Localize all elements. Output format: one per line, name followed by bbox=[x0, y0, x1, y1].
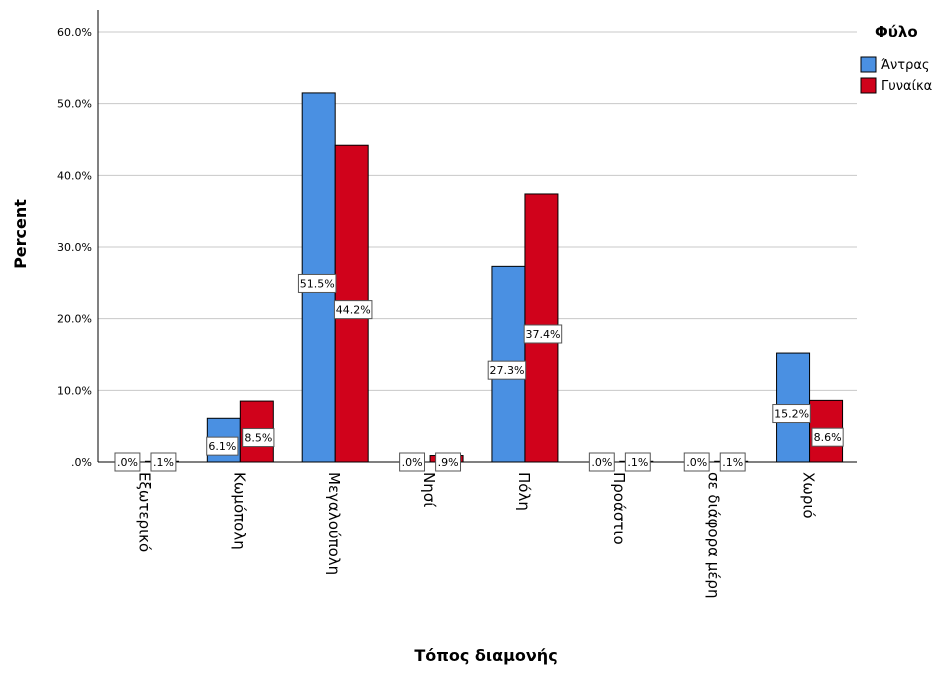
y-tick-label: 30.0% bbox=[57, 241, 92, 254]
y-axis-title: Percent bbox=[11, 199, 30, 269]
axes bbox=[97, 10, 857, 463]
legend-label: Γυναίκα bbox=[881, 79, 932, 94]
y-tick-labels: .0% 10.0% 20.0% 30.0% 40.0% 50.0% 60.0% bbox=[57, 26, 92, 469]
data-label-box bbox=[772, 404, 811, 424]
bars bbox=[144, 92, 844, 463]
x-tick-label: Προάστιο bbox=[610, 472, 628, 545]
y-tick-label: 20.0% bbox=[57, 313, 92, 326]
data-label-box bbox=[399, 452, 426, 472]
data-label: .0% bbox=[117, 456, 138, 469]
y-tick-label: 60.0% bbox=[57, 26, 92, 39]
data-label: 51.5% bbox=[300, 277, 335, 290]
legend: Φύλο Άντρας Γυναίκα bbox=[860, 23, 932, 94]
data-label: .1% bbox=[153, 456, 174, 469]
data-label: .1% bbox=[627, 456, 648, 469]
data-label-box bbox=[719, 452, 746, 472]
data-label-box bbox=[487, 360, 527, 380]
data-label-box bbox=[588, 452, 615, 472]
x-tick-label: Πόλη bbox=[515, 472, 533, 511]
data-label-box bbox=[811, 427, 844, 447]
x-tick-label: σε διάφορα μέρη bbox=[705, 472, 723, 598]
x-tick-label: Νησί bbox=[420, 472, 438, 507]
y-tick-label: 40.0% bbox=[57, 169, 92, 182]
y-tick-label: 10.0% bbox=[57, 384, 92, 397]
data-label: 6.1% bbox=[208, 440, 236, 453]
legend-title: Φύλο bbox=[875, 23, 918, 41]
data-label-box bbox=[435, 452, 462, 472]
x-tick-label: Χωριό bbox=[800, 472, 818, 519]
data-label: .0% bbox=[402, 456, 423, 469]
data-labels: .0% .1% 6.1% 8.5% 51.5% 44.2% .0% .9% 27.3% 37.4%… bbox=[114, 273, 844, 472]
data-label-box bbox=[333, 300, 373, 320]
legend-swatch bbox=[860, 56, 877, 73]
x-tick-labels: Εξωτερικό Κωμόπολη Μεγαλούπολη Νησί Πόλη Προά… bbox=[135, 472, 817, 598]
data-label: 27.3% bbox=[489, 364, 524, 377]
data-label: 8.6% bbox=[814, 431, 842, 444]
x-tick-label: Εξωτερικό bbox=[135, 472, 153, 552]
x-tick-label: Μεγαλούπολη bbox=[325, 472, 343, 575]
data-label-box bbox=[683, 452, 710, 472]
data-label: 8.5% bbox=[244, 432, 272, 445]
gridlines bbox=[98, 31, 857, 391]
data-label-box bbox=[624, 452, 651, 472]
data-label-box bbox=[297, 273, 337, 293]
data-label-box bbox=[242, 428, 275, 448]
data-label: .1% bbox=[722, 456, 743, 469]
legend-swatch bbox=[860, 77, 877, 94]
data-label: .0% bbox=[591, 456, 612, 469]
data-label: .9% bbox=[438, 456, 459, 469]
legend-label: Άντρας bbox=[881, 58, 930, 73]
data-label-box bbox=[523, 324, 563, 344]
y-tick-label: .0% bbox=[71, 456, 92, 469]
x-axis-title: Τόπος διαμονής bbox=[414, 646, 557, 665]
data-label-box bbox=[206, 436, 239, 456]
data-label: 15.2% bbox=[774, 408, 809, 421]
data-label-box bbox=[114, 452, 141, 472]
x-tick-label: Κωμόπολη bbox=[230, 472, 248, 550]
data-label-box bbox=[150, 452, 177, 472]
data-label: .0% bbox=[686, 456, 707, 469]
data-label: 37.4% bbox=[525, 328, 560, 341]
data-label: 44.2% bbox=[336, 304, 371, 317]
y-tick-label: 50.0% bbox=[57, 98, 92, 111]
